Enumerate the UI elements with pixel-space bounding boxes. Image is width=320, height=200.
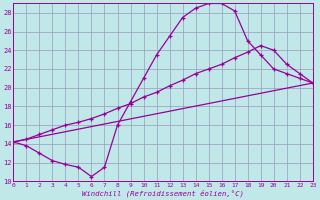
X-axis label: Windchill (Refroidissement éolien,°C): Windchill (Refroidissement éolien,°C)	[82, 189, 244, 197]
